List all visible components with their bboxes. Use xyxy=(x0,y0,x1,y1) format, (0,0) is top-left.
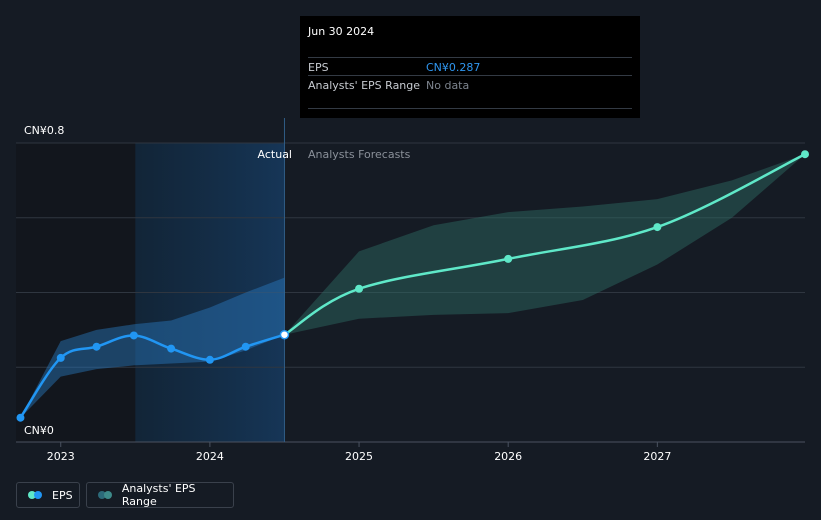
eps-current-point xyxy=(279,329,290,340)
tooltip-eps-label: EPS xyxy=(308,61,329,74)
eps-forecast-point xyxy=(653,223,662,232)
actual-label: Actual xyxy=(258,148,292,161)
eps-point xyxy=(241,342,250,351)
forecast-eps-range-band xyxy=(284,154,805,335)
eps-point xyxy=(129,331,138,340)
legend-range-button[interactable]: Analysts' EPS Range xyxy=(86,482,234,508)
eps-forecast-point xyxy=(504,254,513,263)
eps-point xyxy=(56,353,65,362)
eps-legend-icon xyxy=(28,491,44,499)
tooltip-range-value: No data xyxy=(426,79,470,92)
legend-eps-button[interactable]: EPS xyxy=(16,482,80,508)
y-label-top: CN¥0.8 xyxy=(24,124,64,137)
legend-range-label: Analysts' EPS Range xyxy=(121,482,196,508)
tooltip-row-eps: EPS CN¥0.287 xyxy=(308,57,632,76)
x-tick-label: 2024 xyxy=(196,450,224,463)
forecast-label: Analysts Forecasts xyxy=(308,148,411,161)
eps-point xyxy=(16,413,25,422)
x-tick-label: 2026 xyxy=(494,450,522,463)
x-tick-label: 2027 xyxy=(643,450,671,463)
tooltip-range-label: Analysts' EPS Range xyxy=(308,79,421,92)
legend-eps-label: EPS xyxy=(52,488,73,502)
eps-point xyxy=(205,355,214,364)
tooltip-date: Jun 30 2024 xyxy=(308,25,375,38)
tooltip: Jun 30 2024 EPS CN¥0.287 Analysts' EPS R… xyxy=(300,16,640,118)
tooltip-divider xyxy=(308,108,632,109)
eps-forecast-point xyxy=(801,150,809,159)
eps-point xyxy=(167,344,176,353)
range-legend-icon xyxy=(98,491,114,499)
tooltip-eps-value: CN¥0.287 xyxy=(426,61,481,74)
eps-forecast-line xyxy=(283,152,807,336)
eps-point xyxy=(92,342,101,351)
past-eps-range-band xyxy=(20,277,285,418)
eps-forecast-point xyxy=(355,284,364,293)
y-label-bottom: CN¥0 xyxy=(24,424,54,437)
tooltip-row-range: Analysts' EPS Range No data xyxy=(308,75,632,94)
x-tick-label: 2025 xyxy=(345,450,373,463)
x-tick-label: 2023 xyxy=(47,450,75,463)
